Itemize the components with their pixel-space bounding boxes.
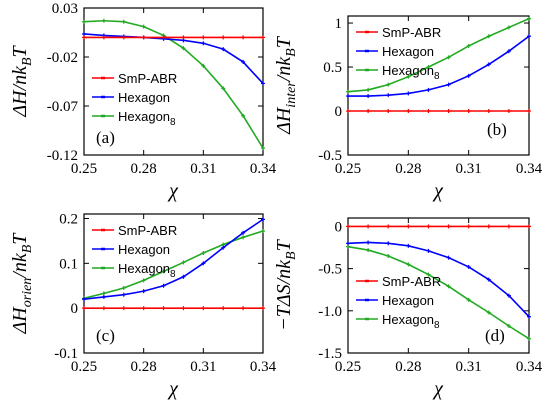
x-axis-title: χ (432, 180, 444, 202)
y-tick-label: 0 (71, 301, 79, 317)
series-line-hexagon (83, 218, 264, 300)
x-tick-label: 0.28 (131, 359, 157, 375)
plot-frame (347, 217, 530, 354)
x-tick-label: 0.28 (131, 161, 157, 177)
legend-label: Hexagon (118, 90, 170, 105)
panel-d: 0.25 0.28 0.31 0.34 0 -0.5 -1.0 -1.5 SmP-ABR Hexa… (273, 217, 543, 400)
series-line-hexagon-8 (347, 245, 530, 340)
panel-label: (a) (96, 128, 115, 147)
y-tick-label: 0.1 (59, 256, 78, 272)
x-tick-label: 0.28 (395, 161, 421, 177)
x-tick-label: 0.25 (335, 359, 361, 375)
panel-label: (c) (96, 326, 115, 345)
legend-label: Hexagon8 (382, 63, 440, 82)
y-tick-label: -0.5 (318, 262, 342, 278)
panel-a: 0.25 0.28 0.31 0.34 0.03 -0.02 -0.07 -0.12 SmP-A… (9, 1, 277, 202)
y-tick-label: 0 (335, 104, 343, 120)
series-line-hexagon-8 (83, 230, 264, 300)
legend-label: Hexagon (382, 44, 434, 59)
legend-label: Hexagon (382, 293, 434, 308)
y-tick-label: -0.02 (47, 50, 78, 66)
y-axis-title: ΔHorien/nkBT (9, 232, 35, 335)
y-tick-label: -0.5 (318, 148, 342, 164)
legend-label: SmP-ABR (118, 71, 177, 86)
y-tick-label: 0.2 (59, 211, 78, 227)
legend-label: SmP-ABR (382, 25, 441, 40)
legend-label: Hexagon8 (118, 261, 176, 280)
legend-label: SmP-ABR (382, 274, 441, 289)
y-tick-label: -1.0 (318, 304, 342, 320)
y-tick-label: -0.12 (47, 148, 78, 164)
legend-label: Hexagon (118, 242, 170, 257)
x-tick-label: 0.25 (335, 161, 361, 177)
y-tick-label: 0.5 (323, 60, 342, 76)
legend: SmP-ABR Hexagon Hexagon8 (92, 223, 177, 280)
panel-label: (b) (487, 120, 507, 139)
x-tick-label: 0.31 (456, 161, 482, 177)
plot-frame (347, 15, 530, 156)
panel-b: 0.25 0.28 0.31 0.34 1 0.5 0 -0.5 SmP-ABR Hexagon H… (273, 15, 543, 202)
x-tick-label: 0.31 (190, 161, 216, 177)
series-line-hexagon (83, 33, 264, 85)
legend: SmP-ABR Hexagon Hexagon8 (356, 25, 441, 82)
series-line-hexagon-8 (347, 17, 530, 93)
x-tick-label: 0.31 (190, 359, 216, 375)
legend-label: Hexagon8 (118, 109, 176, 128)
y-axis-title: ΔH/nkBT (9, 44, 35, 117)
y-tick-label: -1.5 (318, 346, 342, 362)
series-line-hexagon (348, 35, 530, 97)
y-axis-title: ΔHinter/nkBT (273, 35, 299, 135)
x-axis-title: χ (167, 180, 179, 202)
x-tick-label: 0.34 (250, 359, 277, 375)
legend-label: SmP-ABR (118, 223, 177, 238)
x-axis-title: χ (167, 378, 179, 400)
x-axis-title: χ (432, 378, 444, 400)
y-axis-title: −TΔS/nkBT (273, 238, 299, 330)
y-tick-label: 0 (335, 219, 343, 235)
x-tick-label: 0.25 (71, 161, 97, 177)
series-line-hexagon-8 (83, 19, 264, 149)
x-tick-label: 0.28 (395, 359, 421, 375)
x-tick-label: 0.34 (516, 359, 543, 375)
y-tick-label: -0.07 (47, 99, 79, 115)
legend: SmP-ABR Hexagon Hexagon8 (92, 71, 177, 128)
y-tick-label: 0.03 (52, 1, 78, 17)
x-tick-label: 0.34 (250, 161, 277, 177)
panel-c: 0.25 0.28 0.31 0.34 0.2 0.1 0 -0.1 SmP-ABR Hexago… (9, 211, 277, 400)
y-tick-label: -0.1 (54, 346, 78, 362)
x-tick-label: 0.31 (456, 359, 482, 375)
plot-frame (83, 213, 264, 354)
series-line-hexagon (347, 241, 530, 318)
y-tick-label: 1 (335, 16, 343, 32)
legend-label: Hexagon8 (382, 312, 440, 331)
legend: SmP-ABR Hexagon Hexagon8 (356, 274, 441, 331)
x-tick-label: 0.34 (516, 161, 543, 177)
panel-label: (d) (485, 326, 505, 345)
x-tick-label: 0.25 (71, 359, 97, 375)
